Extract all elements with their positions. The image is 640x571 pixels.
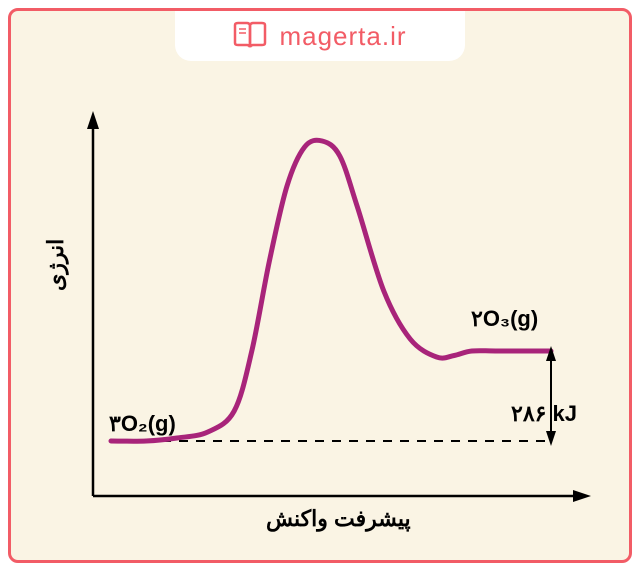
- product-label: ۲O₃(g): [471, 306, 538, 332]
- header-badge: magerta.ir: [175, 11, 465, 61]
- outer-frame: magerta.ir انرژی پیشرفت: [8, 8, 632, 563]
- energy-curve: [111, 140, 551, 441]
- energy-diff-label: ۲۸۶ kJ: [511, 401, 577, 427]
- x-axis-label: پیشرفت واکنش: [266, 506, 411, 532]
- site-name: magerta.ir: [279, 21, 406, 52]
- book-icon: [233, 21, 267, 51]
- reactant-label: ۳O₂(g): [109, 411, 176, 437]
- y-axis-label: انرژی: [43, 239, 69, 291]
- energy-diff-arrow: [546, 346, 556, 446]
- energy-diagram: انرژی پیشرفت واکنش ۳O₂(g) ۲O₃(g) ۲۸۶ kJ: [51, 91, 611, 551]
